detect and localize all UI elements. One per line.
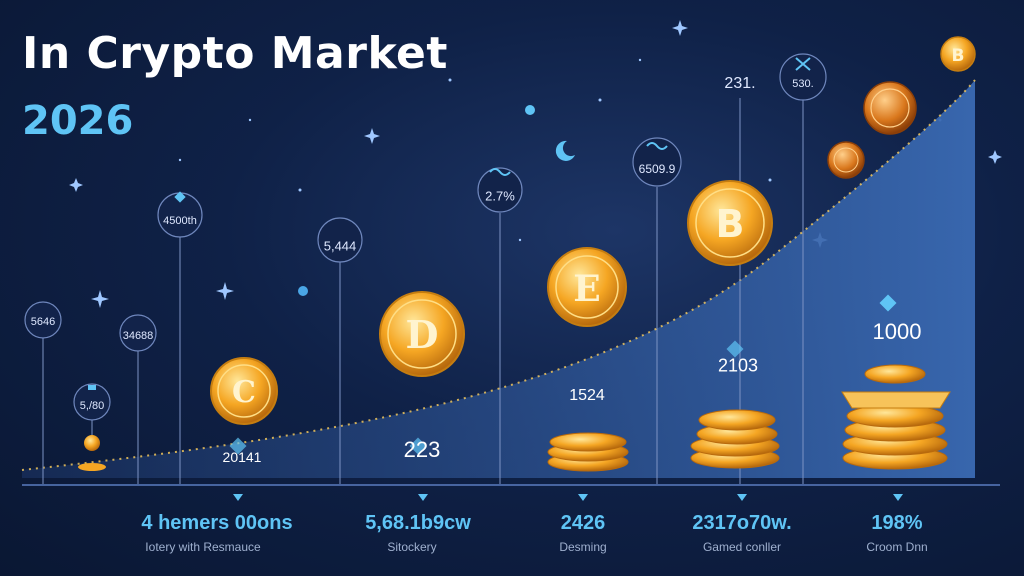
bottom-value: 198% (871, 512, 923, 534)
pin-badge (73, 383, 111, 421)
coin-e: E (547, 247, 627, 327)
pin-badges (24, 53, 827, 421)
pin-badge (317, 217, 363, 263)
star-icon (91, 290, 109, 308)
arrow-down-icon (578, 494, 588, 501)
pin-label: 231. (724, 75, 756, 92)
pin-badge (24, 301, 62, 339)
star-icon (69, 178, 83, 192)
pin-badge (119, 314, 157, 352)
bottom-value: 2426 (560, 512, 606, 534)
planet-icon (298, 286, 308, 296)
bottom-caption: Desming (559, 540, 607, 554)
mid-value: 1524 (569, 387, 605, 404)
growth-curve (22, 80, 975, 478)
coin-b-large: B (687, 180, 773, 266)
pin-label: 6509.9 (638, 162, 676, 176)
growth-curve-edge (21, 79, 976, 471)
coin-c-letter: C (232, 375, 256, 410)
diamond-icon (229, 437, 247, 455)
pin-badge (779, 53, 827, 101)
mid-value: 2103 (717, 355, 759, 376)
diamond-icon (88, 385, 96, 390)
star-icon (216, 282, 234, 300)
mid-value: 20141 (222, 449, 262, 465)
coin-c: C (210, 357, 278, 425)
coin-d: D (379, 291, 465, 377)
star-icon (364, 128, 380, 144)
arrow-down-icon (737, 494, 747, 501)
planet-icon (525, 105, 535, 115)
coin-bronze-1 (863, 81, 917, 135)
moon-icon (555, 140, 575, 161)
bottom-value: 4 hemers 00ons (141, 512, 293, 534)
diamond-icon (409, 437, 427, 455)
bottom-caption: Sitockery (387, 540, 437, 554)
stars (69, 20, 1002, 308)
bitcoin-icon: B (716, 202, 745, 246)
pin-label: 530. (792, 78, 814, 90)
banner-ribbon (841, 391, 951, 409)
coin-stack-small (547, 432, 629, 472)
pin-badge (632, 137, 682, 187)
diamond-icon (174, 191, 186, 203)
coin-tiny (78, 435, 106, 471)
pin-label: 5646 (30, 316, 56, 328)
arrow-down-icon (233, 494, 243, 501)
arrow-down-icon (418, 494, 428, 501)
diamond-icon (726, 340, 744, 358)
star-icon (672, 20, 688, 36)
crossed-arrows-icon (795, 57, 811, 71)
coin-bronze-2 (827, 141, 865, 179)
arrow-down-icon (893, 494, 903, 501)
timeline-arrows (233, 494, 903, 501)
pin-label: 5,444 (323, 238, 357, 254)
pin-label: 5,/80 (79, 400, 105, 412)
bottom-caption: Gamed conller (702, 540, 782, 554)
wave-icon (489, 168, 511, 176)
coin-stack-large (841, 364, 951, 470)
pin-icons (88, 57, 897, 455)
pin-label: 4500th (163, 215, 197, 227)
mid-value: 1000 (872, 319, 922, 344)
wave-icon (646, 142, 668, 150)
bottom-caption: Iotery with Resmauce (145, 540, 261, 554)
page-year: 2026 (22, 98, 134, 144)
star-icon (988, 150, 1002, 164)
coin-b-small: B (940, 36, 976, 72)
pin-badge (477, 167, 523, 213)
bitcoin-icon: B (952, 46, 965, 66)
bottom-caption: Croom Dnn (866, 540, 928, 554)
bottom-value: 2317o70w. (692, 512, 792, 534)
mid-value: 223 (403, 437, 441, 462)
pin-label: 2.7% (485, 188, 515, 204)
coin-e-letter: E (573, 268, 600, 310)
pin-label: 34688 (122, 330, 154, 342)
bottom-value: 5,68.1b9cw (365, 512, 471, 534)
diamond-icon (879, 294, 897, 312)
coin-d-letter: D (406, 312, 439, 357)
page-title: In Crypto Market (22, 28, 448, 79)
coin-stack-medium (690, 409, 780, 469)
